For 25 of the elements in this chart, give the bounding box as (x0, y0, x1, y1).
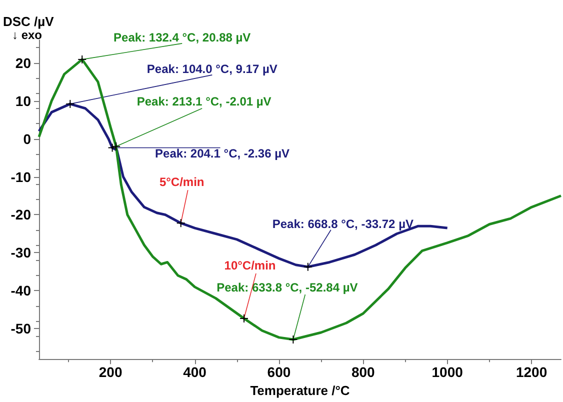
annotation: Peak: 668.8 °C, -33.72 µV (272, 216, 414, 231)
y-tick-label: -10 (10, 168, 32, 185)
series-label: 5°C/min (159, 175, 204, 190)
y-tick-label: 20 (15, 54, 32, 71)
y-tick-label: -40 (10, 282, 32, 299)
annotation: ↓ exo (12, 28, 42, 42)
y-tick-label: -50 (10, 320, 32, 337)
x-axis-title: Temperature /°C (250, 383, 350, 398)
y-tick-label: -30 (10, 244, 32, 261)
x-tick-label: 1000 (432, 364, 464, 380)
y-tick-label: -20 (10, 206, 32, 223)
annotation: Peak: 633.8 °C, -52.84 µV (216, 280, 358, 294)
y-tick-label: 0 (23, 130, 32, 147)
text: 10°C/min (224, 258, 276, 272)
annotation: Peak: 204.1 °C, -2.36 µV (155, 146, 290, 161)
x-tick-label: 400 (183, 364, 207, 380)
x-tick-label: 800 (351, 364, 376, 380)
y-tick-label: 10 (15, 92, 32, 109)
x-tick-label: 600 (267, 364, 291, 380)
x-tick-label: 1200 (516, 364, 548, 380)
x-tick-label: 200 (98, 364, 122, 380)
annotation: Peak: 104.0 °C, 9.17 µV (146, 62, 278, 76)
annotation: Peak: 132.4 °C, 20.88 µV (114, 30, 251, 44)
y-axis-title: DSC /µV (3, 14, 54, 29)
annotation: Peak: 213.1 °C, -2.01 µV (136, 94, 272, 108)
